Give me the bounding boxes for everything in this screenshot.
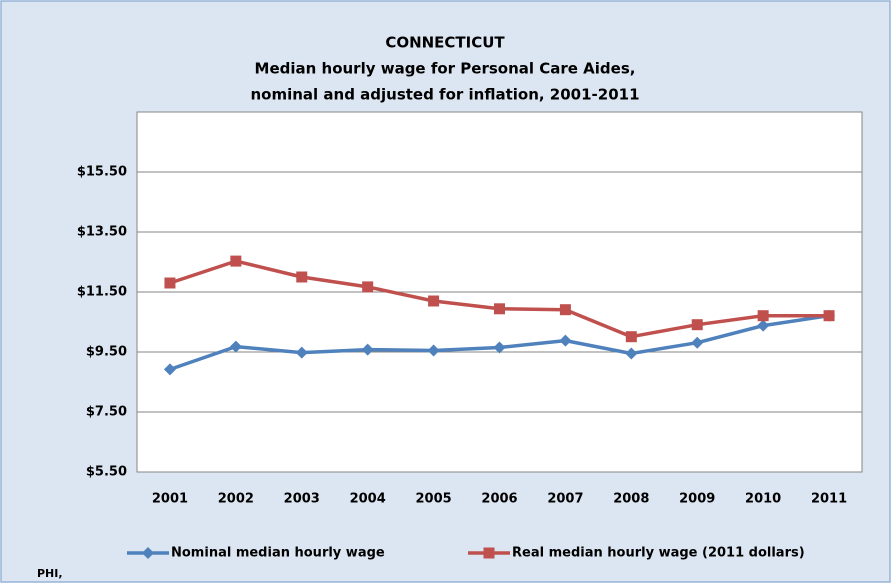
legend-label: Nominal median hourly wage <box>171 546 385 561</box>
x-tick-label: 2004 <box>350 492 386 507</box>
data-point <box>691 336 704 349</box>
x-tick-label: 2001 <box>152 492 188 507</box>
data-point <box>559 304 571 316</box>
x-tick-label: 2010 <box>745 492 781 507</box>
data-point <box>296 271 308 283</box>
source-note: PHI, <box>37 567 63 580</box>
x-tick-label: 2011 <box>811 492 847 507</box>
x-tick-label: 2005 <box>415 492 451 507</box>
legend-marker <box>142 547 154 559</box>
chart-title: CONNECTICUT <box>385 34 505 52</box>
data-point <box>493 341 506 354</box>
data-point <box>163 363 176 376</box>
x-tick-label: 2009 <box>679 492 715 507</box>
data-point <box>625 347 638 360</box>
data-point <box>428 295 440 307</box>
y-tick-label: $7.50 <box>86 405 127 420</box>
x-tick-label: 2008 <box>613 492 649 507</box>
data-point <box>823 310 835 322</box>
data-point <box>625 331 637 343</box>
chart-subtitle: Median hourly wage for Personal Care Aid… <box>255 60 636 78</box>
chart-subtitle: nominal and adjusted for inflation, 2001… <box>250 86 639 104</box>
y-tick-label: $11.50 <box>77 285 127 300</box>
y-tick-label: $5.50 <box>86 465 127 480</box>
data-point <box>559 334 572 347</box>
y-tick-label: $13.50 <box>77 225 127 240</box>
data-point <box>230 255 242 267</box>
data-point <box>229 340 242 353</box>
data-point <box>295 346 308 359</box>
x-tick-label: 2002 <box>218 492 254 507</box>
data-point <box>164 277 176 289</box>
legend-label: Real median hourly wage (2011 dollars) <box>512 546 805 561</box>
data-point <box>427 344 440 357</box>
data-point <box>757 310 769 322</box>
y-tick-label: $15.50 <box>77 165 127 180</box>
x-tick-label: 2006 <box>481 492 517 507</box>
legend-marker <box>483 547 495 559</box>
data-point <box>757 319 770 332</box>
data-point <box>691 319 703 331</box>
data-point <box>362 281 374 293</box>
y-tick-label: $9.50 <box>86 345 127 360</box>
x-tick-label: 2003 <box>284 492 320 507</box>
x-tick-label: 2007 <box>547 492 583 507</box>
data-point <box>494 303 505 315</box>
data-point <box>361 343 374 356</box>
